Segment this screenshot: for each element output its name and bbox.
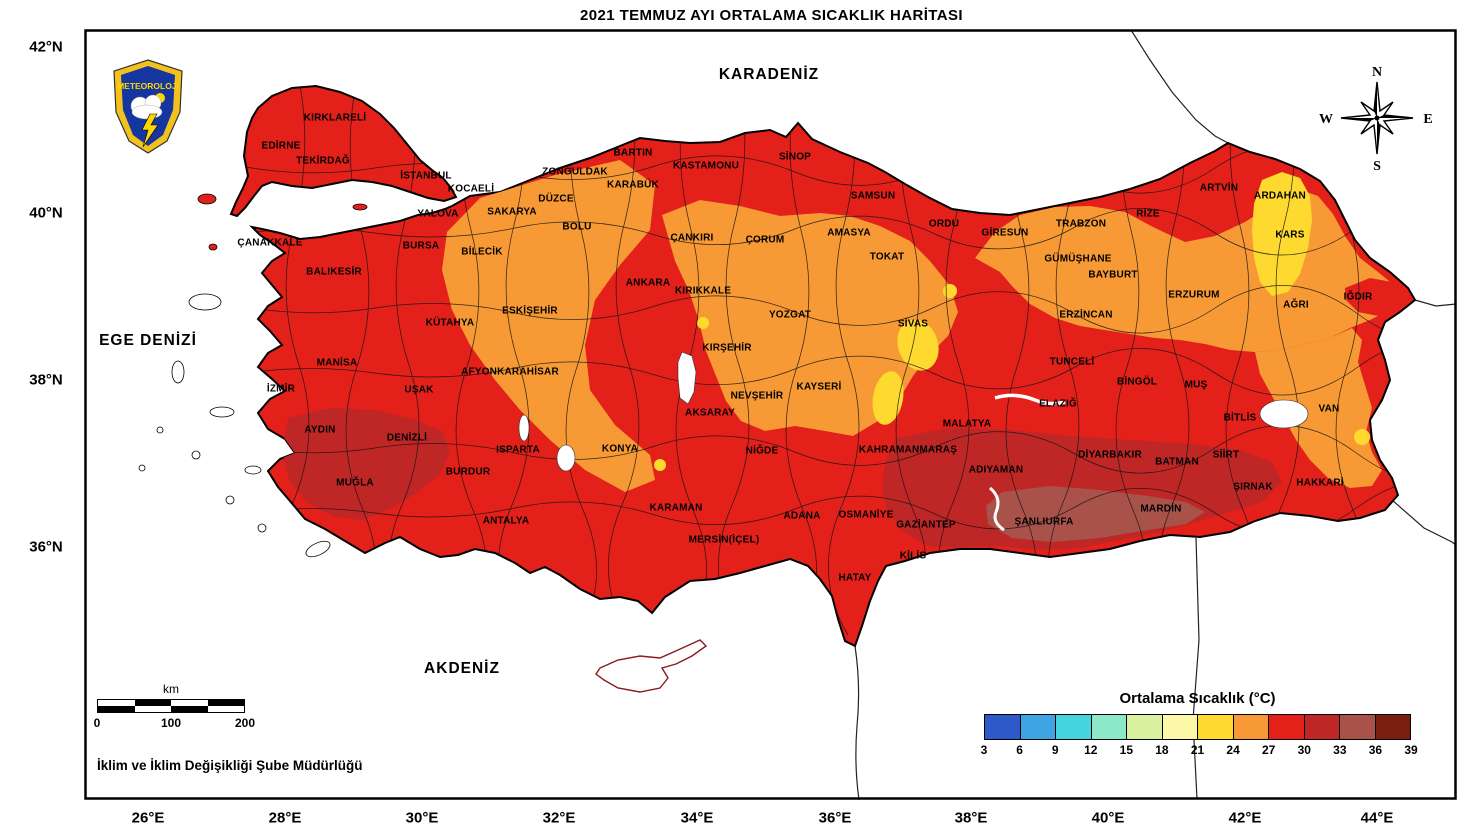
legend-color-cell [1091, 715, 1127, 739]
meteorology-logo: METEOROLOJİ [113, 59, 183, 154]
lake-keban [994, 393, 1066, 406]
island-small-5 [138, 464, 146, 472]
zone-21-24-spot-1 [943, 284, 957, 298]
zone-30-33-aegean [282, 408, 450, 520]
island-bozcaada [208, 243, 218, 251]
legend-color-cell [1233, 715, 1269, 739]
scale-tick: 200 [234, 716, 256, 730]
lakes [518, 351, 1309, 532]
islands [138, 193, 368, 558]
scale-tick-labels: 0 100 200 [93, 716, 255, 730]
scale-bar-cell [171, 706, 208, 712]
map-frame-border [84, 29, 1457, 800]
legend-color-cell [1020, 715, 1056, 739]
scale-unit-label: km [163, 682, 179, 696]
zone-33-36-sanliurfa-mardin [986, 486, 1205, 542]
temperature-zones [282, 160, 1413, 550]
lake-beysehir [556, 444, 576, 472]
legend-tick: 27 [1261, 743, 1276, 757]
legend-title: Ortalama Sıcaklık (°C) [1119, 690, 1276, 707]
scale-bar-graphic [97, 699, 245, 713]
logo-cloud-icon [130, 94, 163, 120]
legend-tick: 30 [1297, 743, 1311, 757]
logo-label: METEOROLOJİ [117, 81, 179, 91]
thrace-landmass [229, 84, 458, 218]
island-small-1 [156, 426, 164, 434]
island-cyprus [595, 639, 708, 693]
zone-red-igdir [1345, 278, 1413, 316]
scale-bar-cell [134, 700, 171, 706]
zone-21-24-sivas [897, 319, 939, 371]
legend-color-cell [1198, 715, 1234, 739]
legend-color-cell [1056, 715, 1092, 739]
lake-egirdir [518, 414, 530, 442]
legend-color-cell [1162, 715, 1198, 739]
island-gokceada [197, 193, 217, 205]
island-samos [209, 406, 235, 418]
lake-tuz [677, 351, 697, 405]
legend-tick: 9 [1051, 743, 1059, 757]
compass-south-label: S [1373, 159, 1381, 174]
legend-tick: 36 [1368, 743, 1383, 757]
legend-color-cell [985, 715, 1021, 739]
legend-color-cell [1340, 715, 1376, 739]
scale-tick: 0 [93, 716, 101, 730]
scale-bar: km 0 100 200 [93, 682, 255, 730]
lake-van [1259, 399, 1309, 429]
island-small-2 [191, 450, 201, 460]
legend-tick: 21 [1190, 743, 1205, 757]
legend-tick: 6 [1016, 743, 1023, 757]
legend-tick: 39 [1404, 743, 1418, 757]
legend-tick: 3 [980, 743, 988, 757]
legend-tick: 15 [1119, 743, 1134, 757]
island-marmara [352, 203, 368, 211]
legend-tick: 18 [1155, 743, 1169, 757]
neighbor-border-lines [854, 29, 1457, 801]
legend-tick: 33 [1333, 743, 1347, 757]
legend-tick: 24 [1226, 743, 1240, 757]
compass-north-label: N [1372, 65, 1382, 80]
legend-color-bar [984, 714, 1411, 740]
logo-lightning-icon [141, 113, 159, 148]
lake-ataturk [988, 486, 1005, 532]
legend-color-cell [1304, 715, 1340, 739]
legend-color-cell [1269, 715, 1305, 739]
scale-bar-cell [98, 700, 135, 706]
island-chios [171, 360, 185, 384]
map-title: 2021 TEMMUZ AYI ORTALAMA SICAKLIK HARİTA… [580, 7, 963, 24]
island-small-3 [225, 495, 235, 505]
island-small-4 [257, 523, 267, 533]
compass-east-label: E [1423, 112, 1432, 127]
legend-color-cell [1375, 715, 1410, 739]
scale-bar-cell [98, 706, 135, 712]
zone-24-27-northwest [442, 160, 655, 492]
temperature-legend: Ortalama Sıcaklık (°C) 3 6 9 12 15 18 21 24 27 30… [980, 690, 1418, 759]
legend-color-cell [1127, 715, 1163, 739]
scale-tick: 100 [160, 716, 182, 730]
island-rhodes [305, 540, 331, 558]
zone-21-24-spot-2 [697, 317, 709, 329]
scale-bar-cell [207, 700, 244, 706]
compass-west-label: W [1319, 112, 1333, 127]
zone-21-24-spot-3 [1354, 429, 1370, 445]
scale-bar-cell [134, 706, 171, 712]
scale-bar-cell [207, 706, 244, 712]
island-lesbos [188, 293, 222, 311]
legend-tick-labels: 3 6 9 12 15 18 21 24 27 30 33 36 39 [980, 743, 1418, 759]
zone-24-27-van [1255, 328, 1382, 488]
legend-tick: 12 [1084, 743, 1098, 757]
compass-rose: N S W E [1319, 65, 1433, 174]
zone-21-24-kayseri [872, 371, 904, 425]
scale-bar-cell [171, 700, 208, 706]
credit-text: İklim ve İklim Değişikliği Şube Müdürlüğ… [97, 758, 363, 773]
zone-21-24-spot-4 [654, 459, 666, 471]
island-kos [244, 465, 262, 475]
